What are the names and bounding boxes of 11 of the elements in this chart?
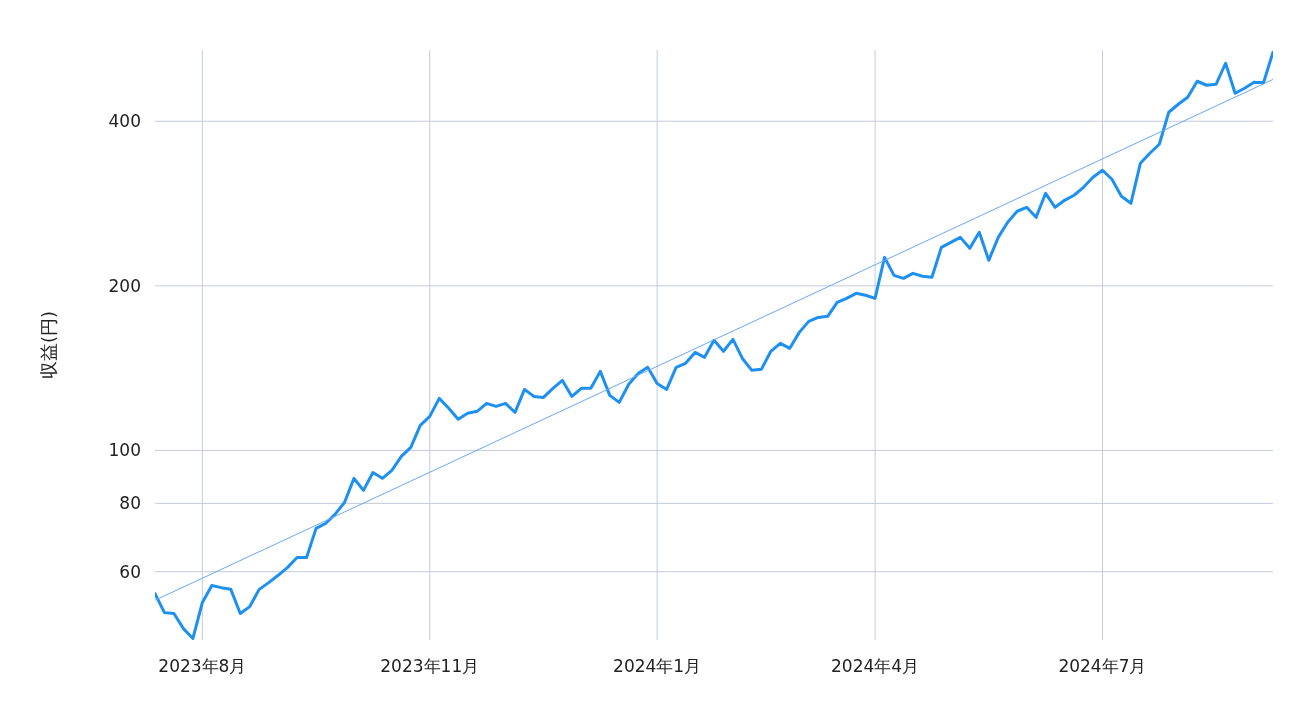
x-tick-label: 2024年7月 — [1058, 656, 1147, 676]
y-tick-label: 80 — [119, 493, 141, 514]
x-tick-label: 2024年1月 — [613, 656, 702, 676]
y-tick-label: 100 — [108, 440, 141, 461]
x-tick-label: 2024年4月 — [831, 656, 920, 676]
x-tick-label: 2023年11月 — [380, 656, 480, 676]
y-tick-label: 200 — [108, 275, 141, 296]
y-tick-label: 60 — [119, 561, 141, 582]
y-axis-title: 収益(円) — [38, 310, 59, 380]
y-tick-label: 400 — [108, 111, 141, 132]
x-tick-label: 2023年8月 — [158, 656, 247, 676]
